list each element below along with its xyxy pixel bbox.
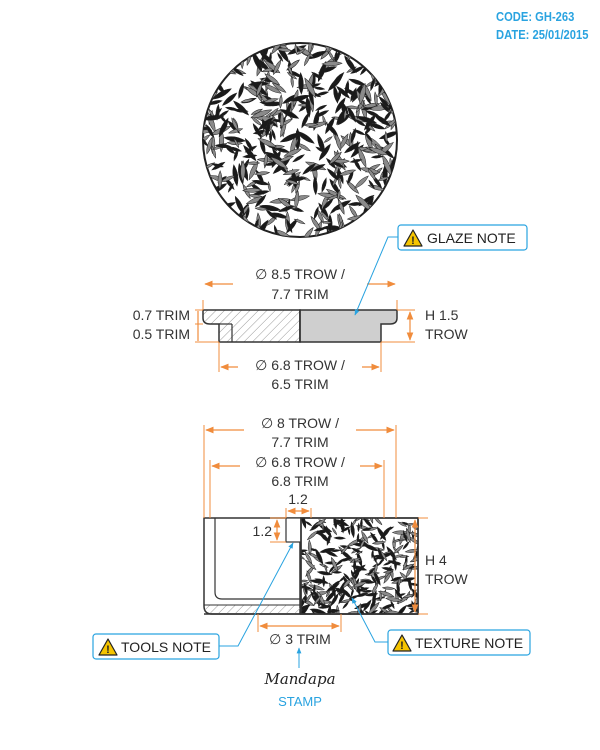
- lid-rim-thickness: 0.7 TRIM: [133, 307, 190, 323]
- lid-rim-thickness-2: 0.5 TRIM: [133, 326, 190, 342]
- lid-section-hatched: [202, 309, 301, 343]
- drawing-date: DATE: 25/01/2015: [495, 27, 588, 42]
- cup-inner-diameter-label: ∅ 6.8 TROW /: [255, 454, 345, 470]
- cup-height-unit: TROW: [425, 571, 469, 587]
- cup-outer-diameter-label: ∅ 8 TROW /: [261, 415, 339, 431]
- lid-height-label: H 1.5: [425, 307, 459, 323]
- stamp-logo: Mandapa: [263, 670, 335, 688]
- texture-note-label: TEXTURE NOTE: [415, 635, 523, 651]
- cup-wall-depth: 1.2: [253, 523, 273, 539]
- cup-inner-diameter-trim: 6.8 TRIM: [271, 473, 328, 489]
- glaze-note-callout: GLAZE NOTE: [354, 224, 528, 316]
- cup-wall-width: 1.2: [288, 491, 308, 507]
- tools-note-callout: TOOLS NOTE: [92, 542, 294, 660]
- lid-height-unit: TROW: [425, 326, 469, 342]
- lid-outer-diameter-label: ∅ 8.5 TROW /: [255, 266, 345, 282]
- glaze-note-label: GLAZE NOTE: [427, 230, 516, 246]
- cup-outer-diameter-trim: 7.7 TRIM: [271, 434, 328, 450]
- lid-outer-diameter-trim: 7.7 TRIM: [271, 286, 328, 302]
- lid-inner-diameter-label: ∅ 6.8 TROW /: [255, 357, 345, 373]
- tools-note-label: TOOLS NOTE: [121, 639, 211, 655]
- top-view: [202, 42, 398, 238]
- lid-inner-diameter-trim: 6.5 TRIM: [271, 376, 328, 392]
- product-code: CODE: GH-263: [495, 9, 574, 24]
- drawing-header: CODE: GH-263 DATE: 25/01/2015: [496, 8, 588, 44]
- cup-base-diameter: ∅ 3 TRIM: [269, 631, 331, 647]
- texture-note-callout: TEXTURE NOTE: [351, 597, 531, 656]
- stamp: Mandapa STAMP: [263, 647, 336, 709]
- stamp-label: STAMP: [278, 694, 322, 709]
- lid-section-glazed: [299, 309, 398, 343]
- cup-section: ∅ 8 TROW / 7.7 TRIM ∅ 6.8 TROW / 6.8 TRI…: [92, 412, 531, 660]
- cup-height-label: H 4: [425, 552, 447, 568]
- lid-section: ∅ 8.5 TROW / 7.7 TRIM 0.7 TRIM 0.5 TRIM …: [133, 224, 528, 393]
